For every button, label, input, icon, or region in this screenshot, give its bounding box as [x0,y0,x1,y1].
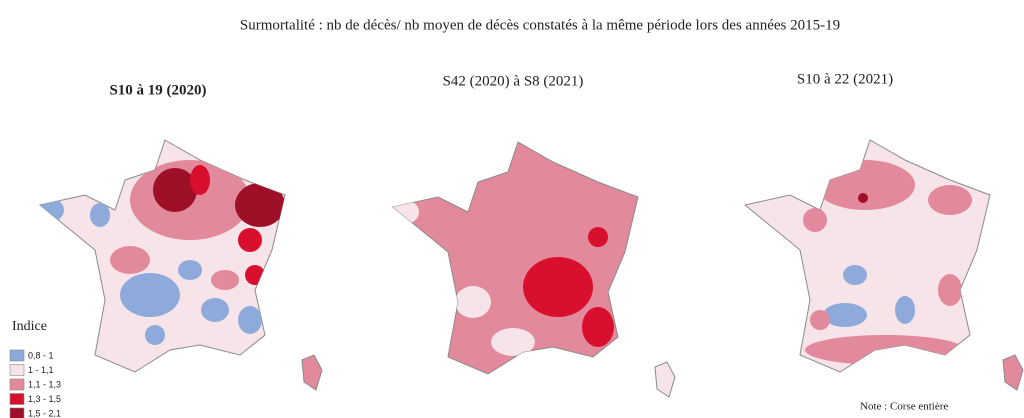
legend-swatch [9,393,25,405]
legend-swatch [9,349,25,362]
map-title: S42 (2020) à S8 (2021) [443,73,584,89]
legend-title: Indice [12,319,47,334]
legend-swatch [9,407,25,418]
legend-swatch [9,378,25,391]
legend: 0,8 - 1 1 - 1,1 1,1 - 1,3 1,3 - 1,5 1,5 - 2,… [9,349,61,418]
legend-swatch [9,364,25,376]
note: Note : Corse entière [860,401,948,413]
map-france [39,139,323,391]
legend-label: 1,3 - 1,5 [28,394,61,404]
legend-label: 1 - 1,1 [28,365,54,375]
map-france [744,139,1024,391]
figure-title: Surmortalité : nb de décès/ nb moyen de … [240,17,840,33]
legend-label: 0,8 - 1 [28,350,54,360]
map-france [392,141,676,398]
legend-label: 1,1 - 1,3 [28,379,61,389]
map-title: S10 à 22 (2021) [797,71,893,87]
map-title: S10 à 19 (2020) [109,82,206,98]
legend-label: 1,5 - 2,1 [28,408,61,418]
